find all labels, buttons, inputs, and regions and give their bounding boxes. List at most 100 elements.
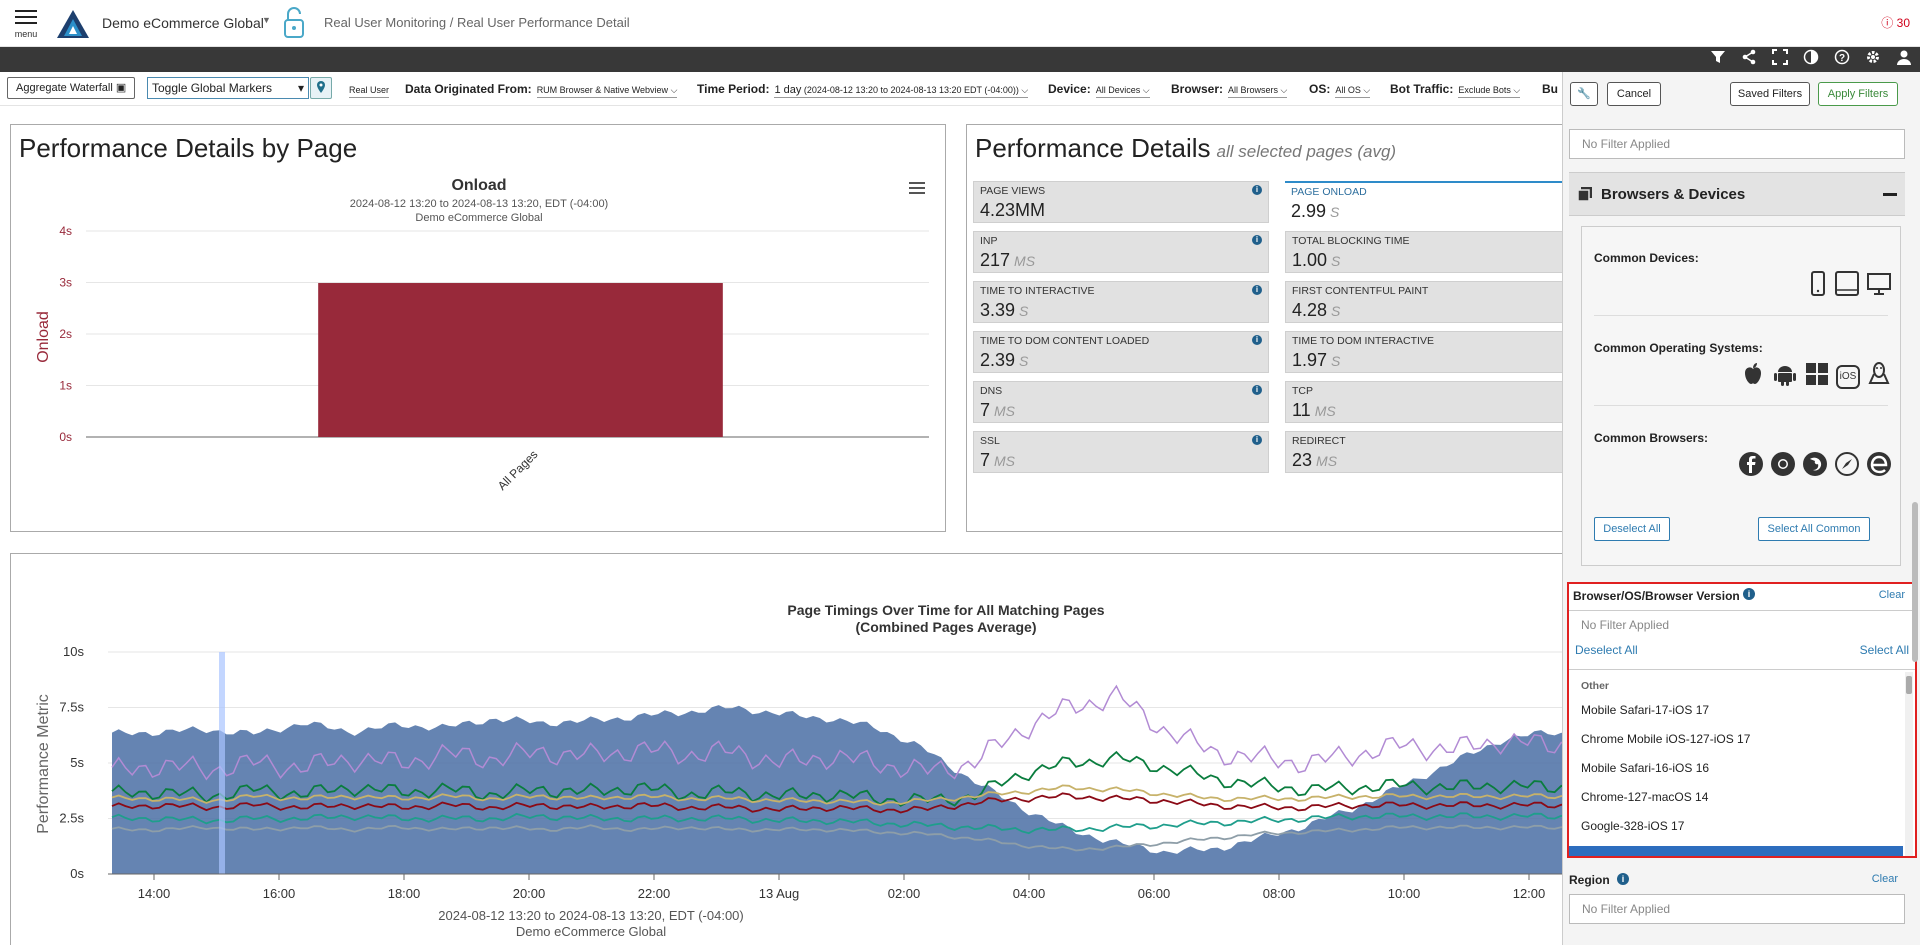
edge-icon[interactable] [1866, 451, 1892, 482]
info-icon[interactable]: i [1743, 588, 1755, 600]
metric-tile[interactable]: TOTAL BLOCKING TIME 1.00 S [1285, 231, 1581, 273]
saved-filters-button[interactable]: Saved Filters [1730, 82, 1810, 106]
side-panel-scrollbar[interactable] [1912, 502, 1918, 662]
info-icon[interactable]: i [1252, 285, 1262, 295]
global-marker[interactable] [219, 652, 225, 874]
y-tick-label: 10s [63, 644, 84, 659]
apple-icon[interactable] [1740, 361, 1766, 392]
browser-os-version-filter: Browser/OS/Browser Version i Clear No Fi… [1567, 582, 1917, 858]
share-icon[interactable] [1741, 49, 1757, 65]
info-icon[interactable]: i [1252, 435, 1262, 445]
line-series[interactable] [111, 750, 1565, 807]
metric-tile[interactable]: REDIRECT 23 MS [1285, 431, 1581, 473]
list-item[interactable]: Google-328-iOS 17 [1581, 819, 1685, 833]
collapse-icon[interactable] [1883, 193, 1897, 196]
list-item[interactable]: Chrome Mobile iOS-127-iOS 17 [1581, 732, 1751, 746]
android-icon[interactable] [1772, 361, 1798, 392]
chrome-icon[interactable] [1770, 451, 1796, 482]
region-info-icon[interactable]: i [1617, 873, 1629, 885]
info-icon[interactable]: i [1252, 335, 1262, 345]
wrench-button[interactable]: 🔧 [1570, 82, 1598, 106]
line-series[interactable] [111, 824, 1565, 852]
filter-bar: Aggregate Waterfall ▣ Toggle Global Mark… [0, 72, 1562, 106]
metric-tile[interactable]: PAGE VIEWS 4.23MM i [973, 181, 1269, 223]
aggregate-waterfall-button[interactable]: Aggregate Waterfall ▣ [7, 77, 136, 99]
fullscreen-icon[interactable] [1772, 49, 1788, 65]
bov-select-all-link[interactable]: Select All [1859, 643, 1909, 657]
highlighted-option[interactable] [1569, 846, 1903, 856]
line-series[interactable] [111, 784, 1565, 806]
unlock-icon[interactable] [283, 6, 305, 45]
help-icon[interactable]: ? [1834, 49, 1850, 65]
browser-filter[interactable]: Browser: All Browsers ⌵ [1171, 82, 1288, 98]
chart-menu-icon[interactable] [909, 182, 925, 194]
user-icon[interactable] [1896, 49, 1912, 65]
metric-tile[interactable]: TIME TO DOM INTERACTIVE 1.97 S [1285, 331, 1581, 373]
more-filter[interactable]: Bu [1542, 82, 1558, 96]
filter-icon[interactable] [1710, 49, 1726, 65]
timeline-xlabel: 2024-08-12 13:20 to 2024-08-13 13:20, ED… [438, 908, 744, 923]
toggle-global-markers-select[interactable]: Toggle Global Markers ▾ [147, 77, 309, 99]
top-filter-field[interactable]: No Filter Applied [1569, 129, 1905, 159]
metric-tile[interactable]: DNS 7 MS i [973, 381, 1269, 423]
gear-icon[interactable] [1865, 49, 1881, 65]
safari-icon[interactable] [1834, 451, 1860, 482]
metric-tile[interactable]: PAGE ONLOAD 2.99 S [1285, 181, 1581, 223]
line-series[interactable] [111, 792, 1565, 814]
line-series[interactable] [111, 812, 1565, 835]
bot-traffic-filter[interactable]: Bot Traffic: Exclude Bots ⌵ [1390, 82, 1521, 98]
facebook-icon[interactable] [1738, 451, 1764, 482]
area-series[interactable] [112, 705, 1565, 874]
contrast-icon[interactable] [1803, 49, 1819, 65]
firefox-icon[interactable] [1802, 451, 1828, 482]
os-filter[interactable]: OS: All OS ⌵ [1309, 82, 1371, 98]
real-user-filter[interactable]: Real User [349, 82, 390, 98]
list-item[interactable]: Chrome-127-macOS 14 [1581, 790, 1709, 804]
map-marker-button[interactable] [310, 77, 332, 99]
info-icon[interactable]: i [1252, 385, 1262, 395]
deselect-all-button[interactable]: Deselect All [1594, 517, 1670, 541]
browsers-devices-header[interactable]: Browsers & Devices [1569, 172, 1905, 216]
app-switcher-chevron-icon[interactable]: ▼ [262, 15, 271, 25]
region-clear-link[interactable]: Clear [1871, 873, 1898, 885]
list-item[interactable]: Mobile Safari-16-iOS 16 [1581, 761, 1710, 775]
time-period-filter[interactable]: Time Period: 1 day (2024-08-12 13:20 to 2… [697, 82, 1029, 98]
metric-tile[interactable]: TIME TO INTERACTIVE 3.39 S i [973, 281, 1269, 323]
bov-search-input[interactable]: No Filter Applied [1581, 618, 1670, 632]
data-origin-filter[interactable]: Data Originated From: RUM Browser & Nativ… [405, 82, 678, 98]
tablet-icon[interactable] [1834, 271, 1860, 302]
device-filter[interactable]: Device: All Devices ⌵ [1048, 82, 1150, 98]
chevron-down-icon: ▾ [297, 81, 304, 95]
select-all-common-button[interactable]: Select All Common [1758, 517, 1870, 541]
logo-icon[interactable] [56, 9, 90, 44]
bov-deselect-all-link[interactable]: Deselect All [1575, 643, 1638, 657]
list-item[interactable]: Mobile Safari-17-iOS 17 [1581, 703, 1710, 717]
metric-tile[interactable]: SSL 7 MS i [973, 431, 1269, 473]
metric-tile[interactable]: TIME TO DOM CONTENT LOADED 2.39 S i [973, 331, 1269, 373]
cancel-button[interactable]: Cancel [1607, 82, 1661, 106]
list-scrollbar[interactable] [1905, 672, 1913, 856]
phone-icon[interactable] [1808, 271, 1828, 302]
onload-bar-chart: 0s 1s 2s 3s 4s Onload All Pages [35, 225, 929, 493]
metric-tile[interactable]: FIRST CONTENTFUL PAINT 4.28 S [1285, 281, 1581, 323]
metric-tile[interactable]: INP 217 MS i [973, 231, 1269, 273]
linux-icon[interactable] [1866, 361, 1892, 392]
line-series[interactable] [111, 684, 1565, 781]
alerts-button[interactable]: ⓘ 30 [1881, 14, 1910, 31]
app-name[interactable]: Demo eCommerce Global [102, 15, 264, 31]
metric-value: 1.97 S [1292, 350, 1341, 370]
windows-icon[interactable] [1804, 361, 1830, 392]
page-timings-panel: Page Timings Over Time for All Matching … [10, 553, 1566, 945]
metric-tile[interactable]: TCP 11 MS [1285, 381, 1581, 423]
metric-value: 3.39 S [980, 300, 1029, 320]
ios-icon[interactable]: iOS [1836, 364, 1860, 389]
bov-clear-link[interactable]: Clear [1878, 589, 1905, 601]
info-icon[interactable]: i [1252, 235, 1262, 245]
desktop-icon[interactable] [1866, 271, 1892, 302]
x-tick-label: 20:00 [513, 886, 546, 901]
region-field[interactable]: No Filter Applied [1569, 894, 1905, 924]
apply-filters-button[interactable]: Apply Filters [1818, 82, 1898, 106]
info-icon[interactable]: i [1252, 185, 1262, 195]
bar[interactable] [318, 283, 723, 437]
menu-button[interactable]: menu [12, 6, 40, 42]
